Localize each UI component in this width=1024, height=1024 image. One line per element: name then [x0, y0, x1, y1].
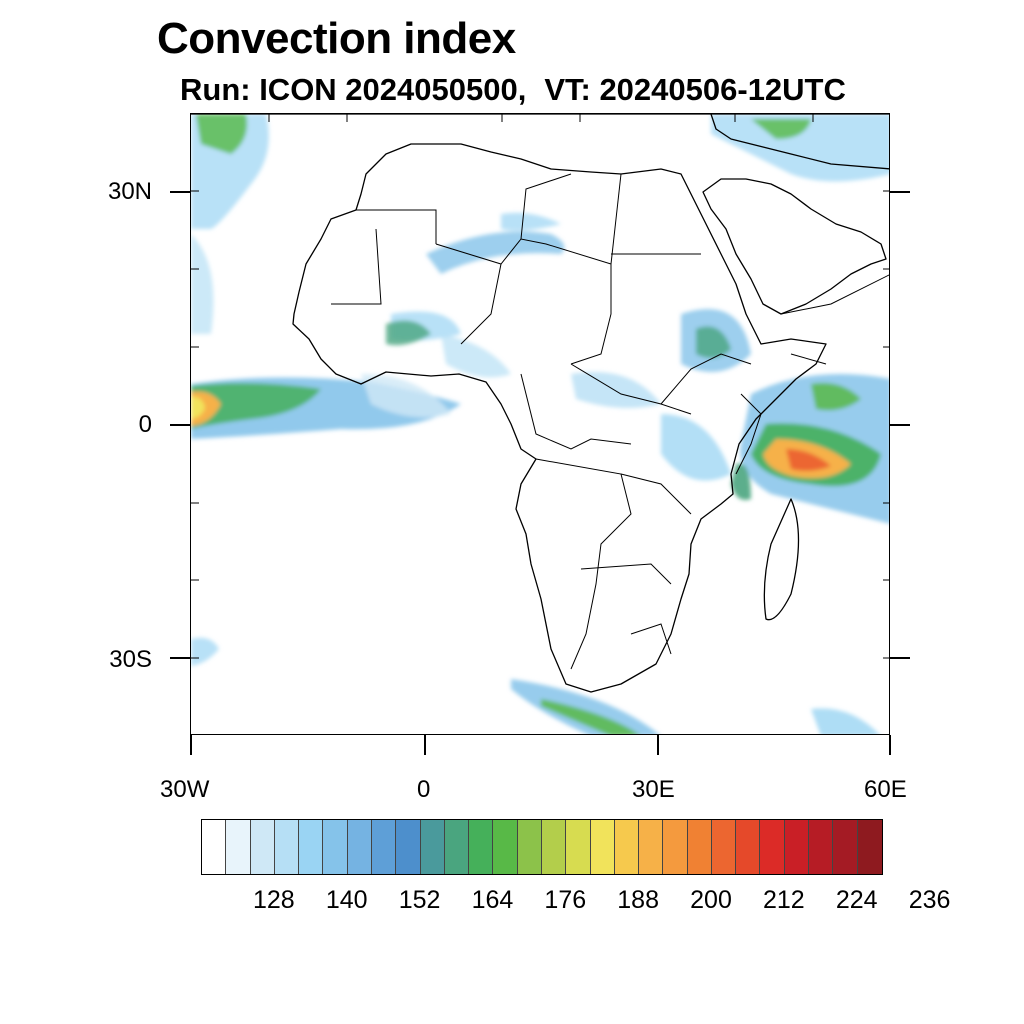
lat-label-30s: 30S: [109, 646, 152, 673]
tick-lon-30e: [657, 735, 659, 755]
colorbar-swatch: [371, 820, 397, 874]
colorbar-swatch: [711, 820, 737, 874]
colorbar-tick-label: 224: [835, 886, 878, 914]
colorbar-swatch: [590, 820, 615, 874]
colorbar-swatch: [202, 820, 227, 874]
colorbar-swatch: [566, 820, 591, 874]
colorbar-tick-label: 236: [908, 886, 951, 914]
coastlines: [191, 114, 889, 693]
tick-lon-30w: [190, 735, 192, 755]
tick-lat-0-left: [170, 424, 190, 426]
lat-label-0: 0: [138, 411, 152, 438]
chart-title: Convection index: [157, 14, 516, 63]
lat-label-30n: 30N: [107, 178, 152, 205]
colorbar-swatch: [809, 820, 834, 874]
colorbar-tick-label: 128: [252, 886, 295, 914]
colorbar-tick-label: 152: [398, 886, 441, 914]
colorbar-swatch: [420, 820, 445, 874]
colorbar-swatch: [760, 820, 785, 874]
tick-lat-30n-right: [890, 191, 910, 193]
colorbar-swatch: [274, 820, 300, 874]
run-label: Run: ICON 2024050500,: [180, 72, 527, 107]
colorbar-swatch: [687, 820, 712, 874]
map-frame: [190, 113, 890, 735]
colorbar-swatch: [517, 820, 542, 874]
colorbar-swatch: [323, 820, 348, 874]
colorbar-swatch: [469, 820, 494, 874]
inner-ticks: [191, 114, 889, 659]
map-canvas: [191, 114, 889, 734]
colorbar-swatch: [299, 820, 324, 874]
tick-lat-30s-right: [890, 657, 910, 659]
lon-label-0: 0: [417, 776, 431, 803]
colorbar-swatch: [736, 820, 761, 874]
colorbar-tick-label: 140: [325, 886, 368, 914]
colorbar-swatch: [784, 820, 810, 874]
colorbar-swatch: [639, 820, 664, 874]
colorbar-tick-label: 200: [690, 886, 732, 914]
tick-lat-30s-left: [170, 657, 190, 659]
colorbar-tick-label: 176: [544, 886, 587, 914]
colorbar-swatch: [347, 820, 372, 874]
colorbar-swatch: [541, 820, 567, 874]
lon-label-30e: 30E: [632, 776, 675, 803]
tick-lon-0: [424, 735, 426, 755]
colorbar-swatch: [493, 820, 518, 874]
colorbar-swatch: [614, 820, 640, 874]
colorbar-swatch: [396, 820, 421, 874]
lon-label-30w: 30W: [160, 776, 210, 803]
colorbar-tick-label: 188: [617, 886, 659, 914]
valid-time-label: VT: 20240506-12UTC: [544, 72, 846, 107]
colorbar-tick-label: 212: [762, 886, 805, 914]
convection-field: [191, 114, 889, 734]
chart-subtitle: Run: ICON 2024050500, VT: 20240506-12UTC: [180, 72, 846, 108]
tick-lat-30n-left: [170, 191, 190, 193]
colorbar-swatch: [663, 820, 688, 874]
colorbar-swatch: [226, 820, 251, 874]
colorbar-swatch: [857, 820, 882, 874]
tick-lat-0-right: [890, 424, 910, 426]
colorbar: [201, 819, 883, 875]
colorbar-swatch: [444, 820, 470, 874]
lon-label-60e: 60E: [864, 776, 907, 803]
colorbar-tick-label: 164: [471, 886, 514, 914]
colorbar-swatch: [833, 820, 858, 874]
tick-lon-60e: [889, 735, 891, 755]
colorbar-swatch: [250, 820, 275, 874]
country-borders: [331, 173, 889, 670]
